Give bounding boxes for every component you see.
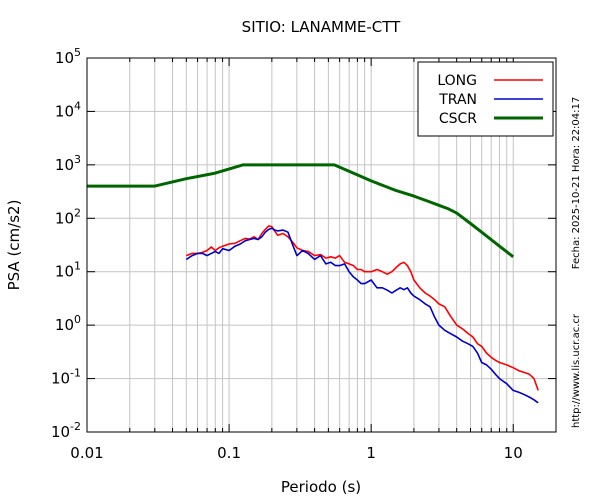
x-tick-label: 0.1 [217, 444, 241, 462]
source-url-label: http://www.lis.ucr.ac.cr [571, 313, 582, 428]
y-tick-labels: 10-2 10-1 100 101 102 103 104 105 [51, 46, 81, 441]
y-tick-label: 104 [55, 99, 81, 120]
y-tick-label: 10-1 [51, 367, 81, 388]
x-tick-label: 1 [366, 444, 376, 462]
legend-label: CSCR [439, 111, 477, 127]
legend-label: LONG [437, 73, 477, 89]
y-tick-label: 10-2 [51, 420, 81, 441]
y-tick-label: 101 [55, 260, 81, 281]
legend-box [417, 61, 554, 137]
x-tick-labels: 0.01 0.1 1 10 [70, 444, 522, 462]
series-line-long [186, 225, 539, 391]
x-axis-label: Periodo (s) [281, 478, 361, 496]
x-tick-label: 0.01 [70, 444, 103, 462]
y-tick-label: 103 [55, 153, 81, 174]
y-axis-label: PSA (cm/s2) [5, 200, 23, 291]
series-lines [87, 163, 539, 404]
y-tick-label: 105 [55, 46, 81, 67]
y-tick-label: 102 [55, 206, 81, 227]
grid-lines [86, 57, 557, 433]
chart-title: SITIO: LANAMME-CTT [242, 18, 401, 36]
axis-ticks [86, 57, 557, 433]
legend: LONG TRAN CSCR [417, 61, 554, 137]
series-line-cscr [87, 163, 515, 258]
legend-label: TRAN [438, 92, 477, 108]
timestamp-label: Fecha: 2025-10-21 Hora: 22:04:17 [571, 97, 582, 270]
y-tick-label: 100 [55, 313, 81, 334]
x-tick-label: 10 [504, 444, 523, 462]
plot-frame [86, 57, 557, 433]
series-line-tran [185, 227, 539, 404]
